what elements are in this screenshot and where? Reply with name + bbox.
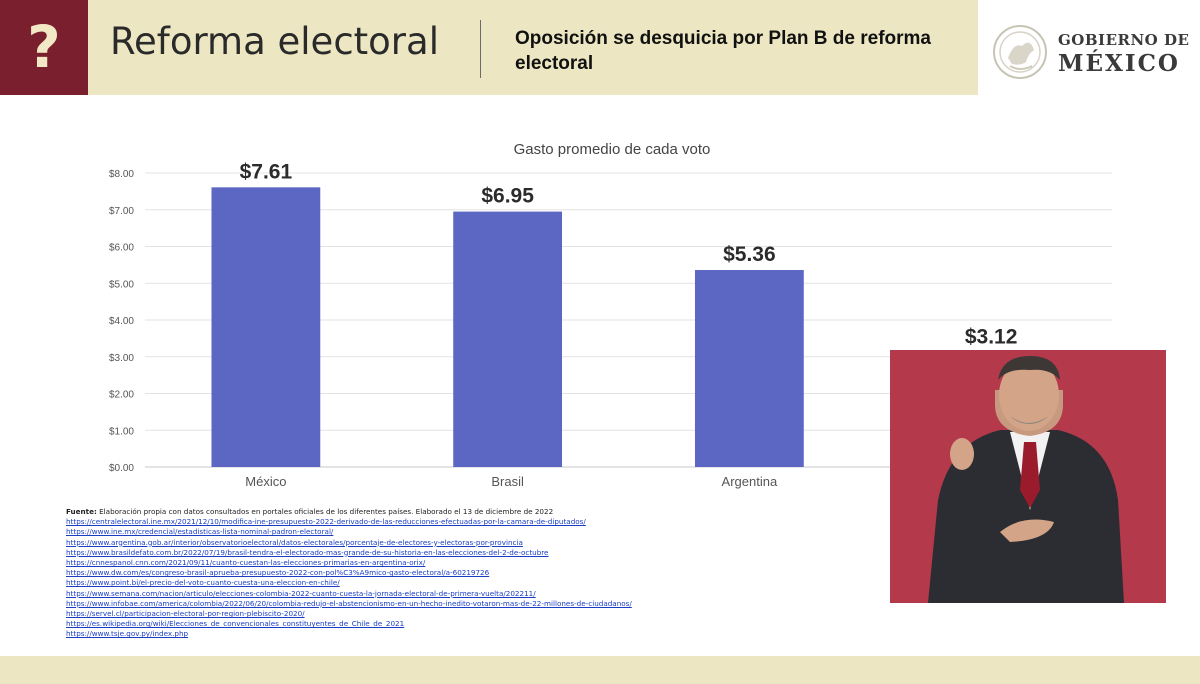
interpreter-figure bbox=[890, 350, 1166, 603]
sources-note-text: Elaboración propia con datos consultados… bbox=[96, 507, 554, 516]
y-tick-label: $2.00 bbox=[109, 390, 134, 401]
bar-chart: Gasto promedio de cada voto $0.00 $1.00 $2… bbox=[109, 141, 1112, 489]
source-link[interactable]: https://www.brasildefato.com.br/2022/07/… bbox=[66, 547, 549, 557]
x-category-label: Brasil bbox=[491, 474, 524, 489]
government-logo-line1: GOBIERNO DE bbox=[1058, 31, 1190, 49]
sources-label: Fuente: bbox=[66, 507, 97, 516]
source-link[interactable]: https://www.tsje.gov.py/index.php bbox=[66, 629, 189, 639]
source-link[interactable]: https://centralelectoral.ine.mx/2021/12/… bbox=[66, 517, 586, 527]
bars bbox=[211, 187, 1046, 467]
y-tick-label: $4.00 bbox=[109, 316, 134, 327]
source-link[interactable]: https://es.wikipedia.org/wiki/Elecciones… bbox=[66, 619, 405, 629]
x-category-label: México bbox=[245, 474, 286, 489]
header-divider bbox=[480, 20, 481, 78]
source-link[interactable]: https://www.argentina.gob.ar/interior/ob… bbox=[66, 537, 523, 547]
chart-title: Gasto promedio de cada voto bbox=[514, 141, 711, 158]
source-link[interactable]: https://cnnespanol.cnn.com/2021/09/11/cu… bbox=[66, 558, 426, 568]
section-title: Reforma electoral bbox=[110, 20, 439, 63]
question-mark-icon: ? bbox=[27, 13, 61, 81]
government-logo-line2: MÉXICO bbox=[1058, 50, 1180, 77]
bar-brasil bbox=[453, 211, 563, 467]
eagle-emblem-icon bbox=[993, 25, 1047, 79]
y-axis-tick-labels: $0.00 $1.00 $2.00 $3.00 $4.00 $5.00 $6.00 $7.00… bbox=[109, 169, 134, 474]
y-tick-label: $8.00 bbox=[109, 169, 134, 180]
y-tick-label: $7.00 bbox=[109, 206, 134, 217]
header-band bbox=[88, 0, 978, 95]
header-bar: ? Reforma electoral Oposición se desquic… bbox=[0, 0, 1200, 95]
bar-value-label: $7.61 bbox=[240, 160, 293, 183]
x-axis-category-labels: MéxicoBrasilArgentinaChile bbox=[245, 474, 1006, 489]
section-badge bbox=[0, 0, 88, 95]
sources-note: Fuente: Elaboración propia con datos con… bbox=[66, 507, 766, 517]
bar-value-labels: $7.61 $6.95 $5.36 $3.12 bbox=[240, 160, 1018, 348]
y-tick-label: $3.00 bbox=[109, 353, 134, 364]
bar-argentina bbox=[694, 270, 804, 467]
source-link[interactable]: https://www.infobae.com/america/colombia… bbox=[66, 598, 632, 608]
footer-band bbox=[0, 656, 1200, 684]
source-link[interactable]: https://www.dw.com/es/congreso-brasil-ap… bbox=[66, 568, 490, 578]
sources-block: Fuente: Elaboración propia con datos con… bbox=[66, 507, 766, 640]
source-link[interactable]: https://www.semana.com/nacion/articulo/e… bbox=[66, 588, 536, 598]
source-link[interactable]: https://www.point.bi/el-precio-del-voto-… bbox=[66, 578, 340, 588]
bar-value-label: $6.95 bbox=[481, 185, 534, 208]
source-link[interactable]: https://servel.cl/participacion-electora… bbox=[66, 609, 305, 619]
x-category-label: Argentina bbox=[722, 474, 778, 489]
headline: Oposición se desquicia por Plan B de ref… bbox=[515, 28, 931, 74]
y-tick-label: $5.00 bbox=[109, 279, 134, 290]
y-tick-label: $0.00 bbox=[109, 463, 134, 474]
bar-méxico bbox=[211, 187, 321, 467]
y-tick-label: $1.00 bbox=[109, 426, 134, 437]
bar-value-label: $5.36 bbox=[723, 243, 776, 266]
bar-value-label: $3.12 bbox=[965, 325, 1018, 348]
source-links: https://centralelectoral.ine.mx/2021/12/… bbox=[66, 517, 766, 639]
y-tick-label: $6.00 bbox=[109, 243, 134, 254]
sign-language-interpreter-video bbox=[890, 350, 1166, 603]
source-link[interactable]: https://www.ine.mx/credencial/estadistic… bbox=[66, 527, 334, 537]
